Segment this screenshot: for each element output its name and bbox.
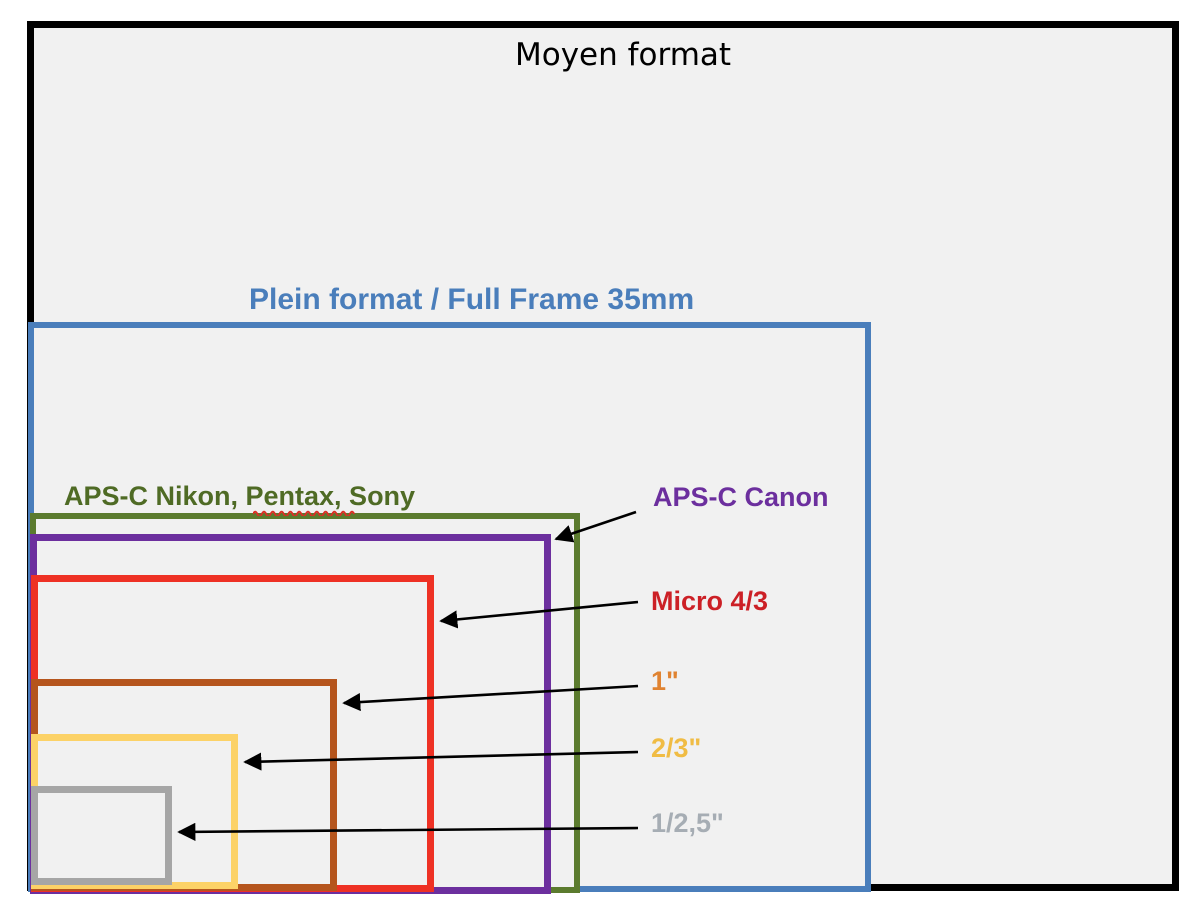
label-half-two-point-five-inch: 1/2,5" [651,808,724,838]
label-two-thirds-inch: 2/3" [651,733,702,763]
spellcheck-underline-icon [253,510,356,516]
label-one-inch: 1" [651,666,679,696]
label-apsc-canon: APS-C Canon [653,482,829,512]
label-micro-four-thirds: Micro 4/3 [651,586,769,616]
sensor-rect-half-two-point-five-inch [31,786,172,885]
label-full-frame: Plein format / Full Frame 35mm [249,283,695,316]
label-medium-format: Moyen format [515,37,732,73]
label-apsc-nikon: APS-C Nikon, Pentax, Sony [64,481,416,511]
